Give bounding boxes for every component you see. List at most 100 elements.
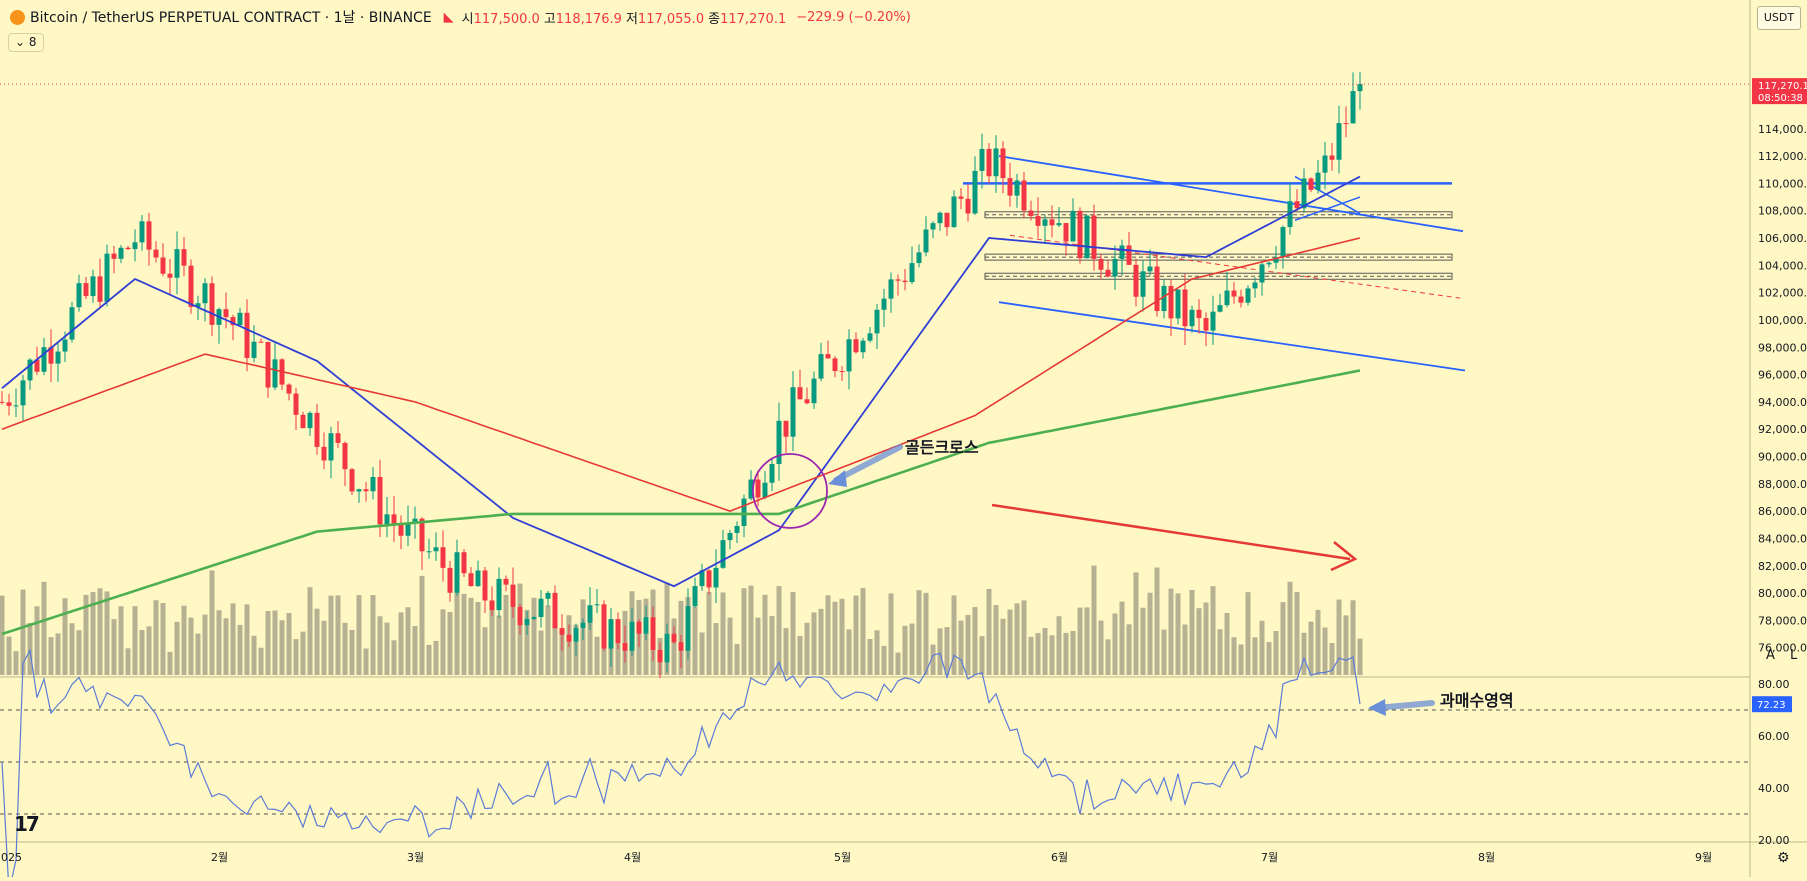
volume-bar xyxy=(370,594,376,675)
volume-bar xyxy=(1322,627,1328,675)
volume-bar xyxy=(1217,629,1223,675)
wedge-line-bottom xyxy=(1294,196,1361,221)
volume-bar xyxy=(426,644,432,675)
candle-body xyxy=(1196,309,1202,319)
candle-body xyxy=(853,339,859,353)
candle-body xyxy=(944,212,950,228)
candle-body xyxy=(713,567,719,588)
candle-body xyxy=(636,621,642,634)
price-tick-label: 86,000.0 xyxy=(1758,505,1807,518)
candle-body xyxy=(895,279,901,281)
candle-body xyxy=(881,298,887,310)
candle-body xyxy=(300,414,306,429)
candle-body xyxy=(97,276,103,302)
volume-bar xyxy=(454,577,460,675)
ohlc-open: 시117,500.0 xyxy=(461,11,540,27)
candle-body xyxy=(377,476,383,525)
volume-bar xyxy=(1140,607,1146,675)
candle-body xyxy=(440,547,446,568)
log-scale-button[interactable]: L xyxy=(1790,648,1798,663)
settings-gear-icon[interactable]: ⚙ xyxy=(1777,850,1790,866)
volume-bar xyxy=(342,622,348,675)
red-arrow-line xyxy=(991,503,1351,561)
candle-body xyxy=(587,605,593,623)
volume-bar xyxy=(1280,602,1286,675)
volume-bar xyxy=(1301,632,1307,675)
volume-bar xyxy=(916,590,922,675)
volume-bar xyxy=(1021,600,1027,675)
candle-body xyxy=(489,600,495,611)
volume-bar xyxy=(391,640,397,675)
volume-bar xyxy=(1049,635,1055,675)
candle-body xyxy=(1350,91,1356,124)
candle-body xyxy=(1210,311,1216,331)
volume-bar xyxy=(1014,603,1020,675)
candle-body xyxy=(20,380,26,406)
volume-bar xyxy=(951,595,957,675)
volume-bar xyxy=(881,645,887,675)
candle-body xyxy=(48,347,54,364)
candle-body xyxy=(405,523,411,536)
candle-body xyxy=(671,633,677,643)
volume-bar xyxy=(160,602,166,675)
tradingview-logo-icon[interactable]: 17 xyxy=(14,812,40,836)
candle-body xyxy=(727,532,733,541)
candle-body xyxy=(419,518,425,552)
volume-bar xyxy=(832,601,838,675)
candle-body xyxy=(1217,305,1223,312)
candle-body xyxy=(643,617,649,634)
volume-bar xyxy=(13,651,19,675)
candle-body xyxy=(1273,257,1279,263)
indicator-toggle-button[interactable]: ⌄ 8 xyxy=(8,33,44,52)
candle-body xyxy=(1336,123,1342,160)
volume-bar xyxy=(1238,644,1244,675)
overbought-arrow-head xyxy=(1368,699,1386,716)
candle-body xyxy=(125,247,131,250)
symbol-title[interactable]: Bitcoin / TetherUS PERPETUAL CONTRACT · … xyxy=(30,10,432,26)
volume-bar xyxy=(671,618,677,675)
candle-body xyxy=(468,573,474,587)
candle-body xyxy=(594,604,600,606)
candle-body xyxy=(748,479,754,499)
volume-bar xyxy=(559,629,565,675)
price-tick-label: 92,000.0 xyxy=(1758,423,1807,436)
volume-bar xyxy=(146,626,152,675)
rsi-tick-label: 60.00 xyxy=(1758,730,1790,743)
volume-bar xyxy=(258,647,264,675)
volume-bar xyxy=(741,588,747,675)
volume-bar xyxy=(776,586,782,675)
candle-body xyxy=(678,642,684,651)
volume-bar xyxy=(531,597,537,675)
candle-body xyxy=(1014,180,1020,196)
volume-bar xyxy=(76,630,82,675)
volume-bar xyxy=(720,592,726,675)
price-tick-label: 110,000.0 xyxy=(1758,177,1807,190)
volume-bar xyxy=(1063,632,1069,675)
candle-body xyxy=(223,309,229,318)
candle-body xyxy=(41,347,47,372)
candle-body xyxy=(965,198,971,214)
time-tick-label: 4월 xyxy=(624,851,641,864)
volume-bar xyxy=(1091,565,1097,675)
currency-select[interactable]: USDT xyxy=(1757,6,1801,30)
auto-scale-button[interactable]: A xyxy=(1766,648,1775,663)
candle-body xyxy=(510,584,516,607)
candle-body xyxy=(1084,215,1090,259)
candle-body xyxy=(475,570,481,587)
candle-body xyxy=(573,627,579,642)
flag-icon[interactable]: ◣ xyxy=(443,9,454,25)
chart-header: Bitcoin / TetherUS PERPETUAL CONTRACT · … xyxy=(0,0,911,34)
candle-body xyxy=(1245,288,1251,303)
volume-bar xyxy=(594,636,600,675)
volume-bar xyxy=(1343,615,1349,675)
candle-body xyxy=(1161,285,1167,312)
volume-bar xyxy=(251,635,257,675)
volume-bar xyxy=(433,640,439,675)
candle-body xyxy=(202,283,208,304)
volume-bar xyxy=(1133,572,1139,675)
volume-bar xyxy=(699,632,705,675)
volume-bar xyxy=(1315,609,1321,675)
candle-body xyxy=(706,570,712,588)
